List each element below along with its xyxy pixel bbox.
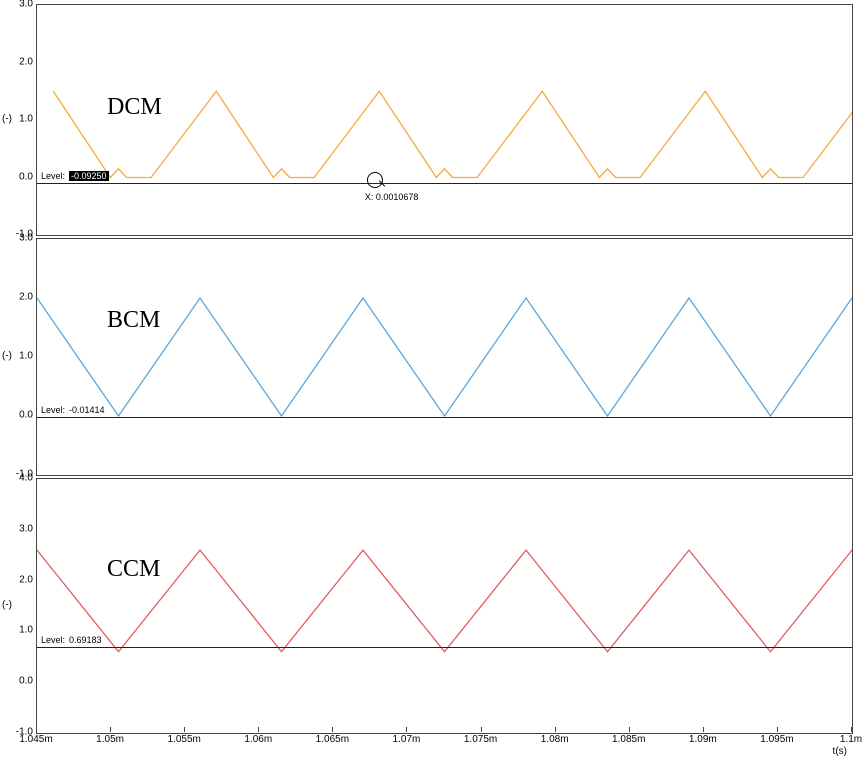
x-axis-label: t(s) xyxy=(833,746,847,757)
level-label: Level: xyxy=(41,405,65,415)
panel-dcm: Level:-0.09250DCMX: 0.0010678-1.00.01.02… xyxy=(0,4,863,234)
xtick-label: 1.055m xyxy=(167,734,200,745)
xtick-label: 1.075m xyxy=(464,734,497,745)
xtick-label: 1.07m xyxy=(393,734,421,745)
xtick-label: 1.08m xyxy=(541,734,569,745)
x-axis: 1.045m1.05m1.055m1.06m1.065m1.07m1.075m1… xyxy=(36,732,851,762)
ytick-label: 0.0 xyxy=(5,676,33,687)
mode-label: DCM xyxy=(107,94,162,121)
plot-area[interactable]: Level: 0.69183 CCM xyxy=(36,478,853,734)
ytick-label: 3.0 xyxy=(5,0,33,10)
xtick xyxy=(110,727,111,732)
xtick-label: 1.085m xyxy=(612,734,645,745)
ytick-label: 2.0 xyxy=(5,56,33,67)
xtick-label: 1.09m xyxy=(689,734,717,745)
ytick-label: 0.0 xyxy=(5,171,33,182)
ytick-label: 2.0 xyxy=(5,574,33,585)
ytick-label: 1.0 xyxy=(5,625,33,636)
waveform xyxy=(37,479,852,733)
xtick xyxy=(777,727,778,732)
xtick-label: 1.095m xyxy=(760,734,793,745)
xtick xyxy=(36,727,37,732)
panel-ccm: Level:0.69183CCM-1.00.01.02.03.04.0(-) xyxy=(0,478,863,732)
level-label: Level: xyxy=(41,635,65,645)
ytick-label: 0.0 xyxy=(5,410,33,421)
xtick xyxy=(406,727,407,732)
level-line[interactable] xyxy=(37,183,852,184)
plot-area[interactable]: Level: -0.09250 DCM X: 0.0010678 xyxy=(36,4,853,236)
xtick xyxy=(851,727,852,732)
xtick-label: 1.1m xyxy=(840,734,862,745)
xtick xyxy=(332,727,333,732)
xtick-label: 1.065m xyxy=(316,734,349,745)
ytick-label: 4.0 xyxy=(5,473,33,484)
xtick-label: 1.05m xyxy=(96,734,124,745)
xtick xyxy=(481,727,482,732)
plot-area[interactable]: Level: -0.01414 BCM xyxy=(36,238,853,476)
level-value: 0.69183 xyxy=(69,635,102,645)
level-line[interactable] xyxy=(37,417,852,418)
y-unit: (-) xyxy=(2,351,12,362)
y-unit: (-) xyxy=(2,600,12,611)
mode-label: CCM xyxy=(107,556,160,583)
panel-bcm: Level:-0.01414BCM-1.00.01.02.03.0(-) xyxy=(0,238,863,474)
mode-label: BCM xyxy=(107,307,160,334)
xtick xyxy=(629,727,630,732)
ytick-label: 3.0 xyxy=(5,233,33,244)
xtick xyxy=(703,727,704,732)
level-value: -0.01414 xyxy=(69,405,105,415)
y-unit: (-) xyxy=(2,114,12,125)
waveform xyxy=(37,239,852,475)
level-line[interactable] xyxy=(37,647,852,648)
xtick-label: 1.045m xyxy=(19,734,52,745)
xtick xyxy=(258,727,259,732)
xtick xyxy=(184,727,185,732)
ytick-label: 2.0 xyxy=(5,292,33,303)
ytick-label: 3.0 xyxy=(5,523,33,534)
level-value: -0.09250 xyxy=(69,171,109,181)
xtick-label: 1.06m xyxy=(244,734,272,745)
xtick xyxy=(555,727,556,732)
level-label: Level: xyxy=(41,171,65,181)
cursor-readout: X: 0.0010678 xyxy=(365,192,419,202)
